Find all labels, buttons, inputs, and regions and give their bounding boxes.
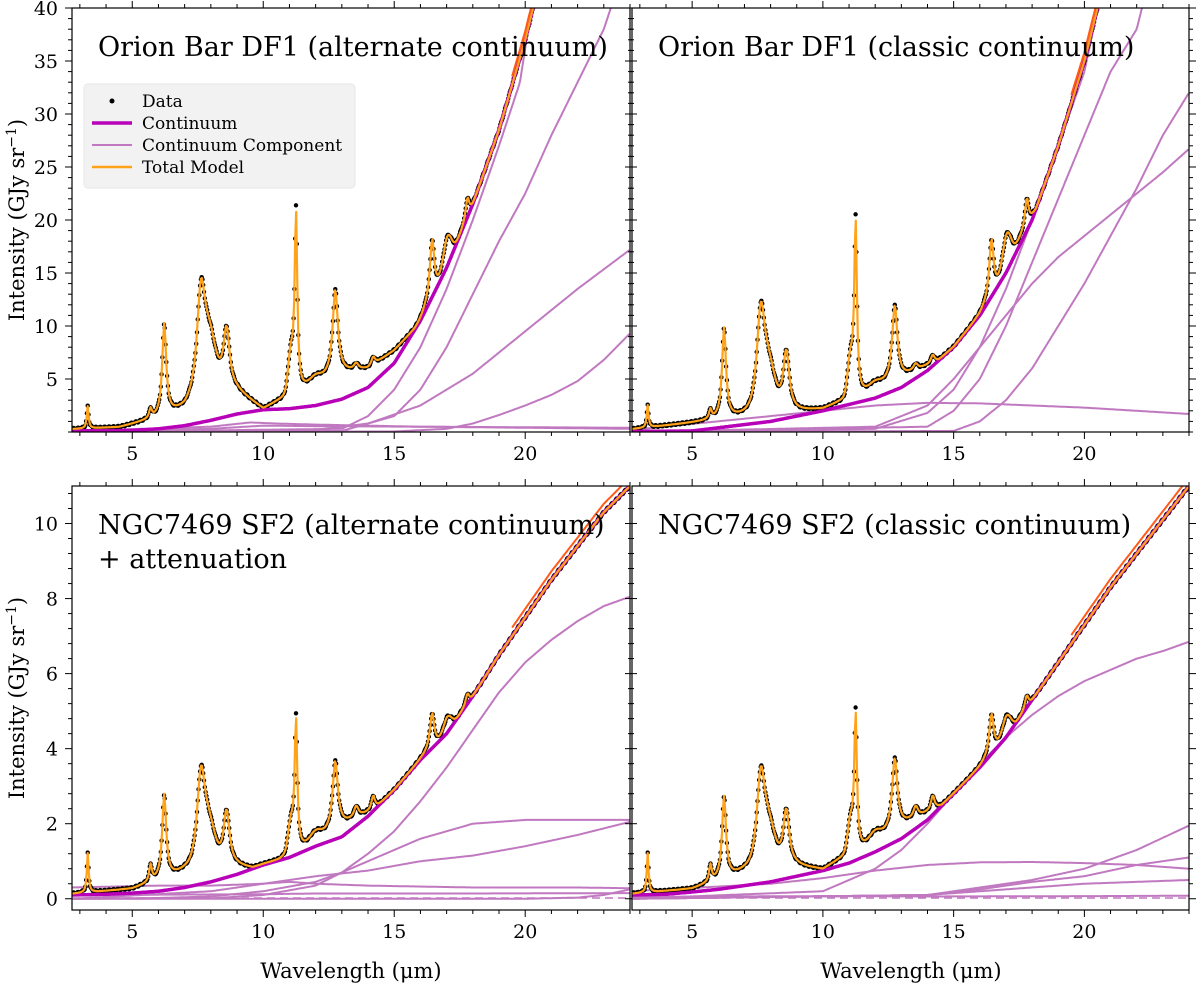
y-tick-label: 15: [34, 263, 58, 285]
x-tick-label: 15: [942, 921, 966, 943]
x-tick-label: 10: [251, 921, 275, 943]
total-model-tail-line: [511, 486, 623, 629]
panel-orion-classic: 5 10 15 20 Orion Bar DF1 (classic continuum…: [625, 0, 1196, 465]
total-model-tail-line: [1070, 486, 1184, 636]
data-point: [293, 711, 299, 716]
x-tick-label: 15: [382, 443, 406, 465]
legend-data-marker: [109, 98, 115, 104]
continuum-component-line: [632, 824, 1189, 900]
total-model-line: [632, 486, 1189, 895]
x-tick-label: 20: [1072, 443, 1096, 465]
panel-title-line-1: NGC7469 SF2 (classic continuum): [658, 510, 1131, 541]
data-point: [853, 212, 858, 217]
x-tick-label: 10: [251, 443, 275, 465]
data-point: [533, 0, 537, 3]
data-point: [853, 705, 858, 710]
continuum-component-line: [72, 249, 630, 432]
continuum-component-line: [632, 640, 1189, 900]
legend: Data Continuum Continuum Component Total…: [83, 83, 356, 189]
legend-label-component: Continuum Component: [142, 136, 342, 156]
continuum-line: [632, 486, 1189, 897]
panel-ngc7469-alternate: 5 10 15 20 0 2 4 6 8 10 NGC7469 SF2 (alternate co…: [34, 479, 637, 943]
panel-title-line-1: Orion Bar DF1 (classic continuum): [658, 32, 1134, 63]
x-axis-label-right: Wavelength (μm): [820, 959, 1001, 983]
y-axis-label-top: Intensity (GJy sr−1): [4, 119, 29, 321]
y-tick-label: 6: [46, 664, 58, 686]
continuum-component-line: [632, 401, 1189, 431]
y-tick-label: 20: [34, 210, 58, 232]
continuum-line: [632, 8, 1100, 432]
total-model-line: [632, 8, 1099, 430]
x-tick-label: 10: [811, 921, 835, 943]
panel-title-line-2: + attenuation: [98, 544, 287, 575]
continuum-component-line: [72, 8, 533, 432]
y-tick-label: 30: [34, 104, 58, 126]
legend-label-model: Total Model: [142, 158, 244, 178]
continuum-component-line: [72, 821, 630, 900]
data-points: [632, 0, 1101, 432]
panel-title-line-1: NGC7469 SF2 (alternate continuum): [98, 510, 605, 541]
total-model-line: [72, 486, 630, 895]
data-point: [532, 2, 536, 6]
y-tick-label: 40: [34, 0, 58, 20]
x-tick-label: 20: [513, 921, 537, 943]
continuum-component-line: [72, 880, 630, 890]
x-tick-label: 20: [513, 443, 537, 465]
axes-frame: [71, 485, 631, 911]
panel-title-line-1: Orion Bar DF1 (alternate continuum): [98, 32, 608, 63]
continuum-component-line: [72, 595, 630, 900]
x-tick-label: 5: [126, 443, 138, 465]
continuum-component-line: [632, 148, 1189, 432]
y-tick-label: 2: [46, 814, 58, 836]
x-tick-label: 15: [382, 921, 406, 943]
y-tick-label: 5: [46, 369, 58, 391]
continuum-component-line: [632, 8, 1099, 432]
data-point: [1097, 0, 1101, 1]
x-tick-label: 20: [1072, 921, 1096, 943]
data-point: [293, 203, 299, 208]
legend-label-data: Data: [142, 92, 183, 112]
x-tick-label: 5: [686, 443, 698, 465]
y-tick-label: 10: [34, 316, 58, 338]
x-axis-label-left: Wavelength (μm): [260, 959, 441, 983]
continuum-line: [72, 8, 535, 432]
y-axis-label-bottom: Intensity (GJy sr−1): [4, 597, 29, 799]
y-tick-label: 8: [46, 589, 58, 611]
continuum-component-line: [632, 861, 1189, 893]
panel-ngc7469-classic: 5 10 15 20 NGC7469 SF2 (classic continuum): [625, 479, 1196, 943]
total-model-line: [72, 8, 535, 430]
x-tick-label: 5: [686, 921, 698, 943]
y-tick-label: 35: [34, 51, 58, 73]
data-point: [1097, 0, 1101, 4]
axes-frame: [631, 485, 1190, 911]
y-tick-label: 0: [46, 889, 58, 911]
x-tick-label: 5: [126, 921, 138, 943]
continuum-component-line: [632, 8, 1143, 432]
continuum-component-line: [72, 333, 630, 432]
panel-orion-alternate: 5 10 15 20 5 10 15 20 25 30 35 40 Orion Bar DF1 (al…: [34, 0, 637, 465]
continuum-component-line: [632, 894, 1189, 898]
y-tick-label: 10: [34, 514, 58, 536]
legend-label-continuum: Continuum: [142, 114, 237, 134]
y-tick-label: 25: [34, 157, 58, 179]
y-tick-label: 4: [46, 739, 58, 761]
x-tick-label: 15: [942, 443, 966, 465]
x-tick-label: 10: [811, 443, 835, 465]
total-model-tail-line: [1070, 8, 1097, 96]
legend-box: [83, 83, 356, 189]
